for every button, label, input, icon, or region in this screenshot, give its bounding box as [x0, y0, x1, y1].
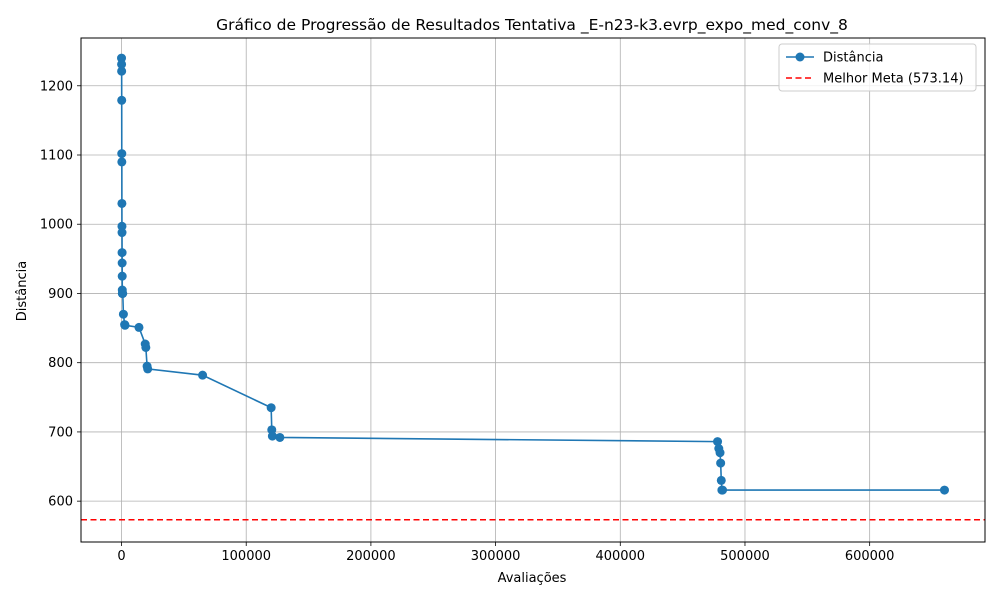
data-point [117, 258, 127, 268]
data-point [117, 53, 127, 63]
data-point [275, 432, 285, 442]
data-point [198, 370, 208, 380]
y-axis-ticks: 600 700 800 900 1000 1100 1200 [40, 79, 81, 510]
y-tick-label: 700 [48, 425, 73, 440]
data-point [117, 149, 127, 159]
x-tick-label: 200000 [346, 549, 396, 564]
data-point [117, 66, 127, 76]
data-point [117, 221, 127, 231]
data-point [117, 59, 127, 69]
y-tick-label: 1100 [40, 149, 73, 164]
x-tick-label: 600000 [845, 549, 895, 564]
y-axis-label: Distância [15, 261, 30, 321]
chart-title: Gráfico de Progressão de Resultados Tent… [216, 16, 848, 35]
series-markers [117, 53, 949, 495]
data-point [117, 271, 127, 281]
y-tick-label: 1000 [40, 218, 73, 233]
data-point [141, 342, 151, 352]
legend-box [778, 43, 977, 92]
data-point [716, 475, 726, 485]
data-point [120, 320, 130, 330]
data-point [117, 228, 127, 238]
data-point [267, 431, 277, 441]
data-point [117, 157, 127, 167]
legend: Distância Melhor Meta (573.14) [778, 43, 977, 92]
x-tick-label: 500000 [720, 549, 770, 564]
y-tick-label: 900 [48, 287, 73, 302]
data-point [939, 485, 949, 495]
data-point [117, 95, 127, 105]
plot-frame [80, 37, 986, 543]
legend-label-distancia: Distância [823, 51, 883, 66]
legend-marker-distancia [795, 52, 805, 62]
data-point [117, 198, 127, 208]
grid [81, 38, 985, 542]
data-point [266, 403, 276, 413]
series-line-distancia [120, 58, 945, 491]
data-point [118, 288, 128, 298]
x-axis-label: Avaliações [498, 571, 567, 586]
data-point [716, 458, 726, 468]
x-tick-label: 100000 [221, 549, 271, 564]
data-point [134, 322, 144, 332]
data-point [713, 437, 723, 447]
y-tick-label: 1200 [40, 79, 73, 94]
y-tick-label: 800 [48, 356, 73, 371]
x-tick-label: 0 [117, 549, 125, 564]
data-point [715, 448, 725, 458]
plot-area [81, 53, 985, 521]
x-tick-label: 300000 [471, 549, 521, 564]
legend-label-best-target: Melhor Meta (573.14) [823, 72, 964, 87]
x-tick-label: 400000 [595, 549, 645, 564]
data-point [117, 248, 127, 258]
y-tick-label: 600 [48, 495, 73, 510]
x-axis-ticks: 0 100000 200000 300000 400000 500000 600000 [117, 542, 894, 564]
data-point [118, 309, 128, 319]
data-point [718, 485, 728, 495]
data-point [143, 364, 153, 374]
